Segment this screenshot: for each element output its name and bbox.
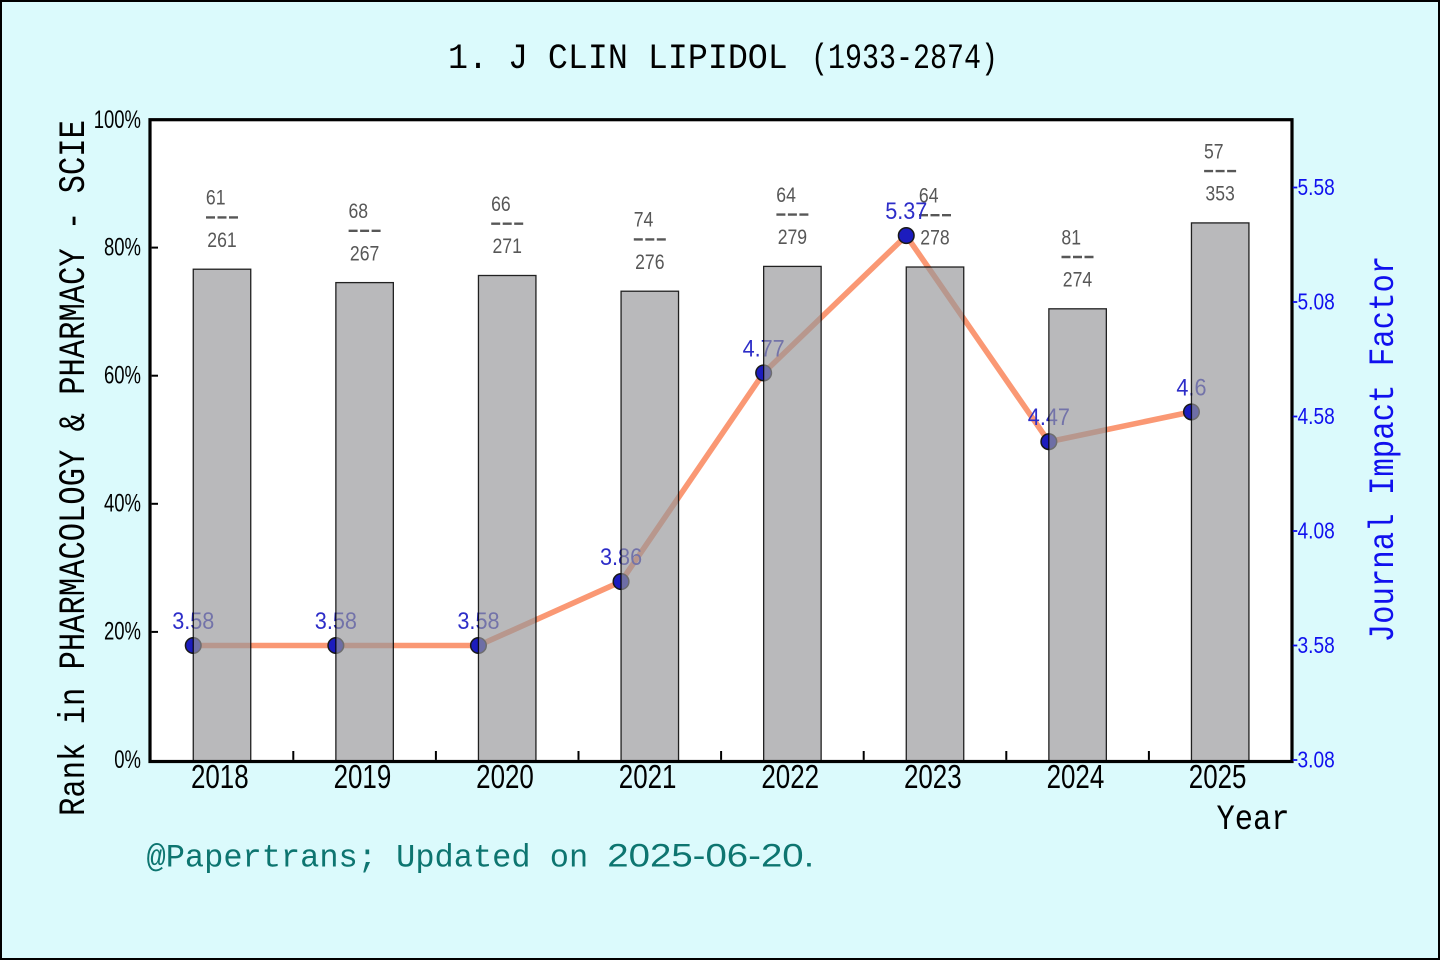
svg-text:Journal Impact Factor: Journal Impact Factor xyxy=(1364,256,1403,643)
svg-text:(1933-2874): (1933-2874) xyxy=(811,38,998,79)
svg-text:2022: 2022 xyxy=(761,759,819,796)
svg-text:2018: 2018 xyxy=(191,759,249,796)
svg-text:5.08: 5.08 xyxy=(1298,289,1335,315)
svg-text:2025-06-20.: 2025-06-20. xyxy=(607,838,814,873)
svg-text:3.08: 3.08 xyxy=(1298,747,1335,773)
svg-text:40%: 40% xyxy=(104,489,141,517)
svg-text:279: 279 xyxy=(778,226,807,250)
svg-text:2024: 2024 xyxy=(1047,759,1105,796)
svg-text:276: 276 xyxy=(635,250,664,274)
svg-text:261: 261 xyxy=(207,228,236,252)
svg-text:Year: Year xyxy=(1216,800,1289,839)
svg-text:81: 81 xyxy=(1061,226,1081,250)
svg-text:5.37: 5.37 xyxy=(885,197,927,225)
svg-text:2025: 2025 xyxy=(1189,759,1247,796)
svg-text:20%: 20% xyxy=(104,617,141,645)
svg-text:4.08: 4.08 xyxy=(1298,518,1335,544)
svg-text:2023: 2023 xyxy=(904,759,962,796)
svg-text:68: 68 xyxy=(348,200,368,224)
svg-text:66: 66 xyxy=(491,192,511,216)
svg-text:0%: 0% xyxy=(114,745,141,773)
svg-text:100%: 100% xyxy=(94,105,141,133)
svg-text:64: 64 xyxy=(919,184,939,208)
svg-text:278: 278 xyxy=(920,226,949,250)
svg-text:1. J CLIN LIPIDOL: 1. J CLIN LIPIDOL xyxy=(448,40,788,79)
svg-text:4.58: 4.58 xyxy=(1298,403,1335,429)
svg-text:74: 74 xyxy=(634,208,654,232)
svg-text:2021: 2021 xyxy=(619,759,677,796)
svg-text:271: 271 xyxy=(492,235,521,259)
svg-text:3.58: 3.58 xyxy=(1298,632,1335,658)
svg-text:274: 274 xyxy=(1063,268,1092,292)
svg-text:2019: 2019 xyxy=(334,759,392,796)
svg-text:60%: 60% xyxy=(104,361,141,389)
svg-text:61: 61 xyxy=(206,186,226,210)
svg-text:5.58: 5.58 xyxy=(1298,174,1335,200)
svg-text:353: 353 xyxy=(1205,182,1234,206)
svg-text:2020: 2020 xyxy=(476,759,534,796)
svg-text:267: 267 xyxy=(350,242,379,266)
svg-text:@Papertrans; Updated on: @Papertrans; Updated on xyxy=(147,840,589,877)
svg-text:64: 64 xyxy=(776,183,796,207)
svg-text:Rank in PHARMACOLOGY & PHARMAC: Rank in PHARMACOLOGY & PHARMACY - SCIE xyxy=(55,120,96,816)
svg-text:57: 57 xyxy=(1204,140,1224,164)
svg-text:80%: 80% xyxy=(104,233,141,261)
